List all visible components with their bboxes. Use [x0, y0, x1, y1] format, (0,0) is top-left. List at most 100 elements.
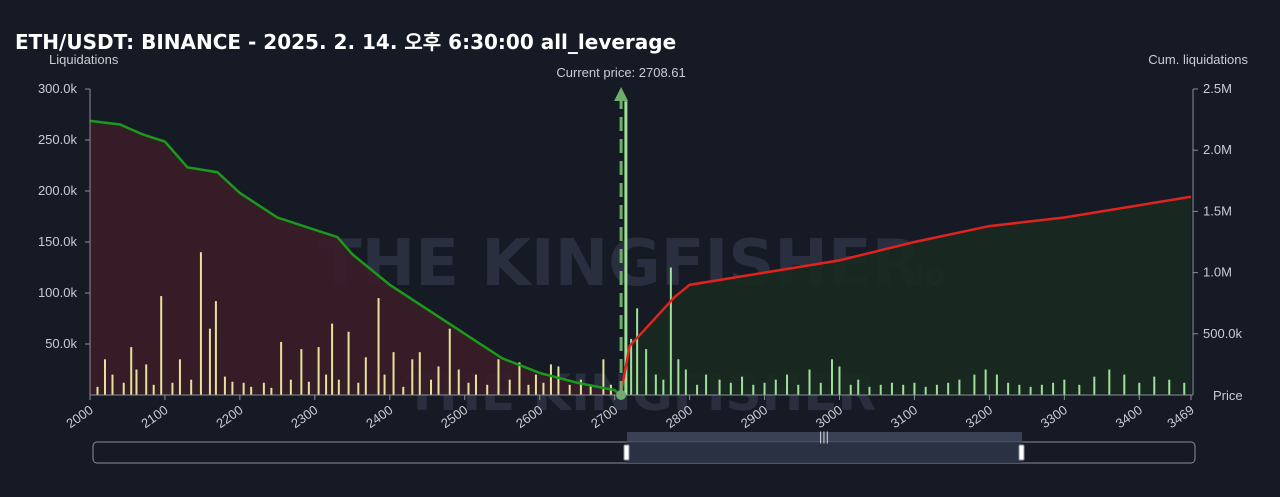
liquidation-bar — [718, 379, 721, 395]
liquidation-bars — [96, 101, 1186, 396]
liquidation-bar — [902, 384, 905, 395]
liquidation-spike-bar — [624, 101, 628, 396]
liquidation-bar — [602, 359, 605, 395]
liquidation-bar — [467, 382, 470, 395]
short-cum-line — [89, 119, 622, 396]
liquidation-bar — [103, 359, 106, 395]
right-tick-label: 2.0M — [1203, 142, 1232, 157]
liquidation-bar — [307, 381, 310, 395]
liquidation-bar — [1078, 384, 1081, 395]
liquidation-bar — [178, 359, 181, 395]
liquidation-bar — [705, 374, 708, 395]
liquidation-bar — [1040, 384, 1043, 395]
liquidation-bar — [947, 382, 950, 395]
x-tick-label: 2100 — [138, 402, 170, 431]
liquidation-bar — [696, 384, 699, 395]
liquidation-bar — [250, 386, 253, 395]
liquidation-bar — [1183, 382, 1186, 395]
x-axis-label: Price — [1213, 388, 1243, 403]
liquidation-bar — [819, 382, 822, 395]
liquidation-bar — [741, 376, 744, 395]
liquidation-bar — [331, 323, 334, 395]
liquidation-bar — [589, 384, 592, 395]
liquidation-bar — [763, 382, 766, 395]
liquidation-bar — [411, 359, 414, 395]
liquidation-bar — [579, 379, 582, 395]
right-tick-label: 1.0M — [1203, 265, 1232, 280]
liquidation-bar — [838, 366, 841, 395]
left-tick-label: 250.0k — [38, 132, 78, 147]
liquidation-bar — [337, 379, 340, 395]
liquidation-bar — [924, 386, 927, 395]
left-tick-label: 300.0k — [38, 81, 78, 96]
liquidation-bar — [677, 359, 680, 395]
liquidation-bar — [868, 386, 871, 395]
left-tick-label: 50.0k — [45, 336, 77, 351]
liquidation-bar — [849, 384, 852, 395]
liquidation-bar — [486, 384, 489, 395]
liquidation-bar — [662, 379, 665, 395]
slider-handle-left — [623, 444, 630, 461]
liquidation-bar — [96, 386, 99, 395]
slider-handle-right — [1018, 444, 1025, 461]
liquidation-bar — [214, 301, 217, 395]
liquidation-bar — [857, 379, 860, 395]
liquidation-bar — [262, 382, 265, 395]
liquidation-bar — [242, 382, 245, 395]
range-slider[interactable]: ||| — [92, 429, 1196, 464]
liquidation-bar — [1123, 374, 1126, 395]
liquidation-bar — [557, 366, 560, 395]
slider-grip-icon: ||| — [819, 429, 829, 444]
liquidation-bar — [199, 252, 202, 395]
x-tick-label: 3469 — [1164, 402, 1196, 431]
right-tick-label: 500.0k — [1203, 326, 1243, 341]
liquidation-bar — [890, 382, 893, 395]
liquidation-bar — [958, 379, 961, 395]
liquidation-bar — [289, 379, 292, 395]
liquidation-bar — [774, 379, 777, 395]
liquidation-bar — [1093, 376, 1096, 395]
chart-title: ETH/USDT: BINANCE - 2025. 2. 14. 오후 6:30… — [15, 30, 677, 54]
liquidation-bar — [984, 369, 987, 395]
x-tick-label: 3300 — [1038, 402, 1070, 431]
liquidation-bar — [542, 382, 545, 395]
liquidation-bar — [684, 369, 687, 395]
liquidation-bar — [630, 338, 633, 395]
x-tick-label: 2400 — [363, 402, 395, 431]
liquidation-bar — [190, 379, 193, 395]
liquidation-bar — [1168, 379, 1171, 395]
liquidation-bar — [808, 369, 811, 395]
right-axis-label: Cum. liquidations — [1148, 52, 1248, 67]
liquidation-bar — [669, 267, 672, 395]
liquidation-bar — [448, 328, 451, 395]
liquidation-bar — [973, 374, 976, 395]
current-price-label: Current price: 2708.61 — [556, 65, 685, 80]
liquidation-bar — [300, 349, 303, 395]
liquidation-bar — [171, 382, 174, 395]
liquidation-bar — [1138, 382, 1141, 395]
liquidation-bar — [879, 384, 882, 395]
left-tick-label: 200.0k — [38, 183, 78, 198]
current-price-arrow — [614, 87, 629, 101]
liquidation-bar — [231, 381, 234, 395]
x-tick-label: 2200 — [213, 402, 245, 431]
liquidation-bar — [474, 374, 477, 395]
liquidation-bar — [160, 296, 163, 395]
liquidation-bar — [549, 364, 552, 395]
liquidation-bar — [152, 384, 155, 395]
left-tick-label: 150.0k — [38, 234, 78, 249]
liquidation-bar — [518, 362, 521, 395]
liquidation-bar — [325, 374, 328, 395]
left-tick-label: 100.0k — [38, 285, 78, 300]
liquidation-bar — [1018, 384, 1021, 395]
liquidation-bar — [357, 382, 360, 395]
left-axis-label: Liquidations — [49, 52, 119, 67]
liquidation-bar — [1063, 379, 1066, 395]
liquidation-bar — [654, 374, 657, 395]
x-tick-label: 3100 — [888, 402, 920, 431]
liquidation-bar — [752, 384, 755, 395]
liquidation-bar — [508, 379, 511, 395]
liquidation-bar — [1108, 369, 1111, 395]
liquidation-bar — [995, 374, 998, 395]
